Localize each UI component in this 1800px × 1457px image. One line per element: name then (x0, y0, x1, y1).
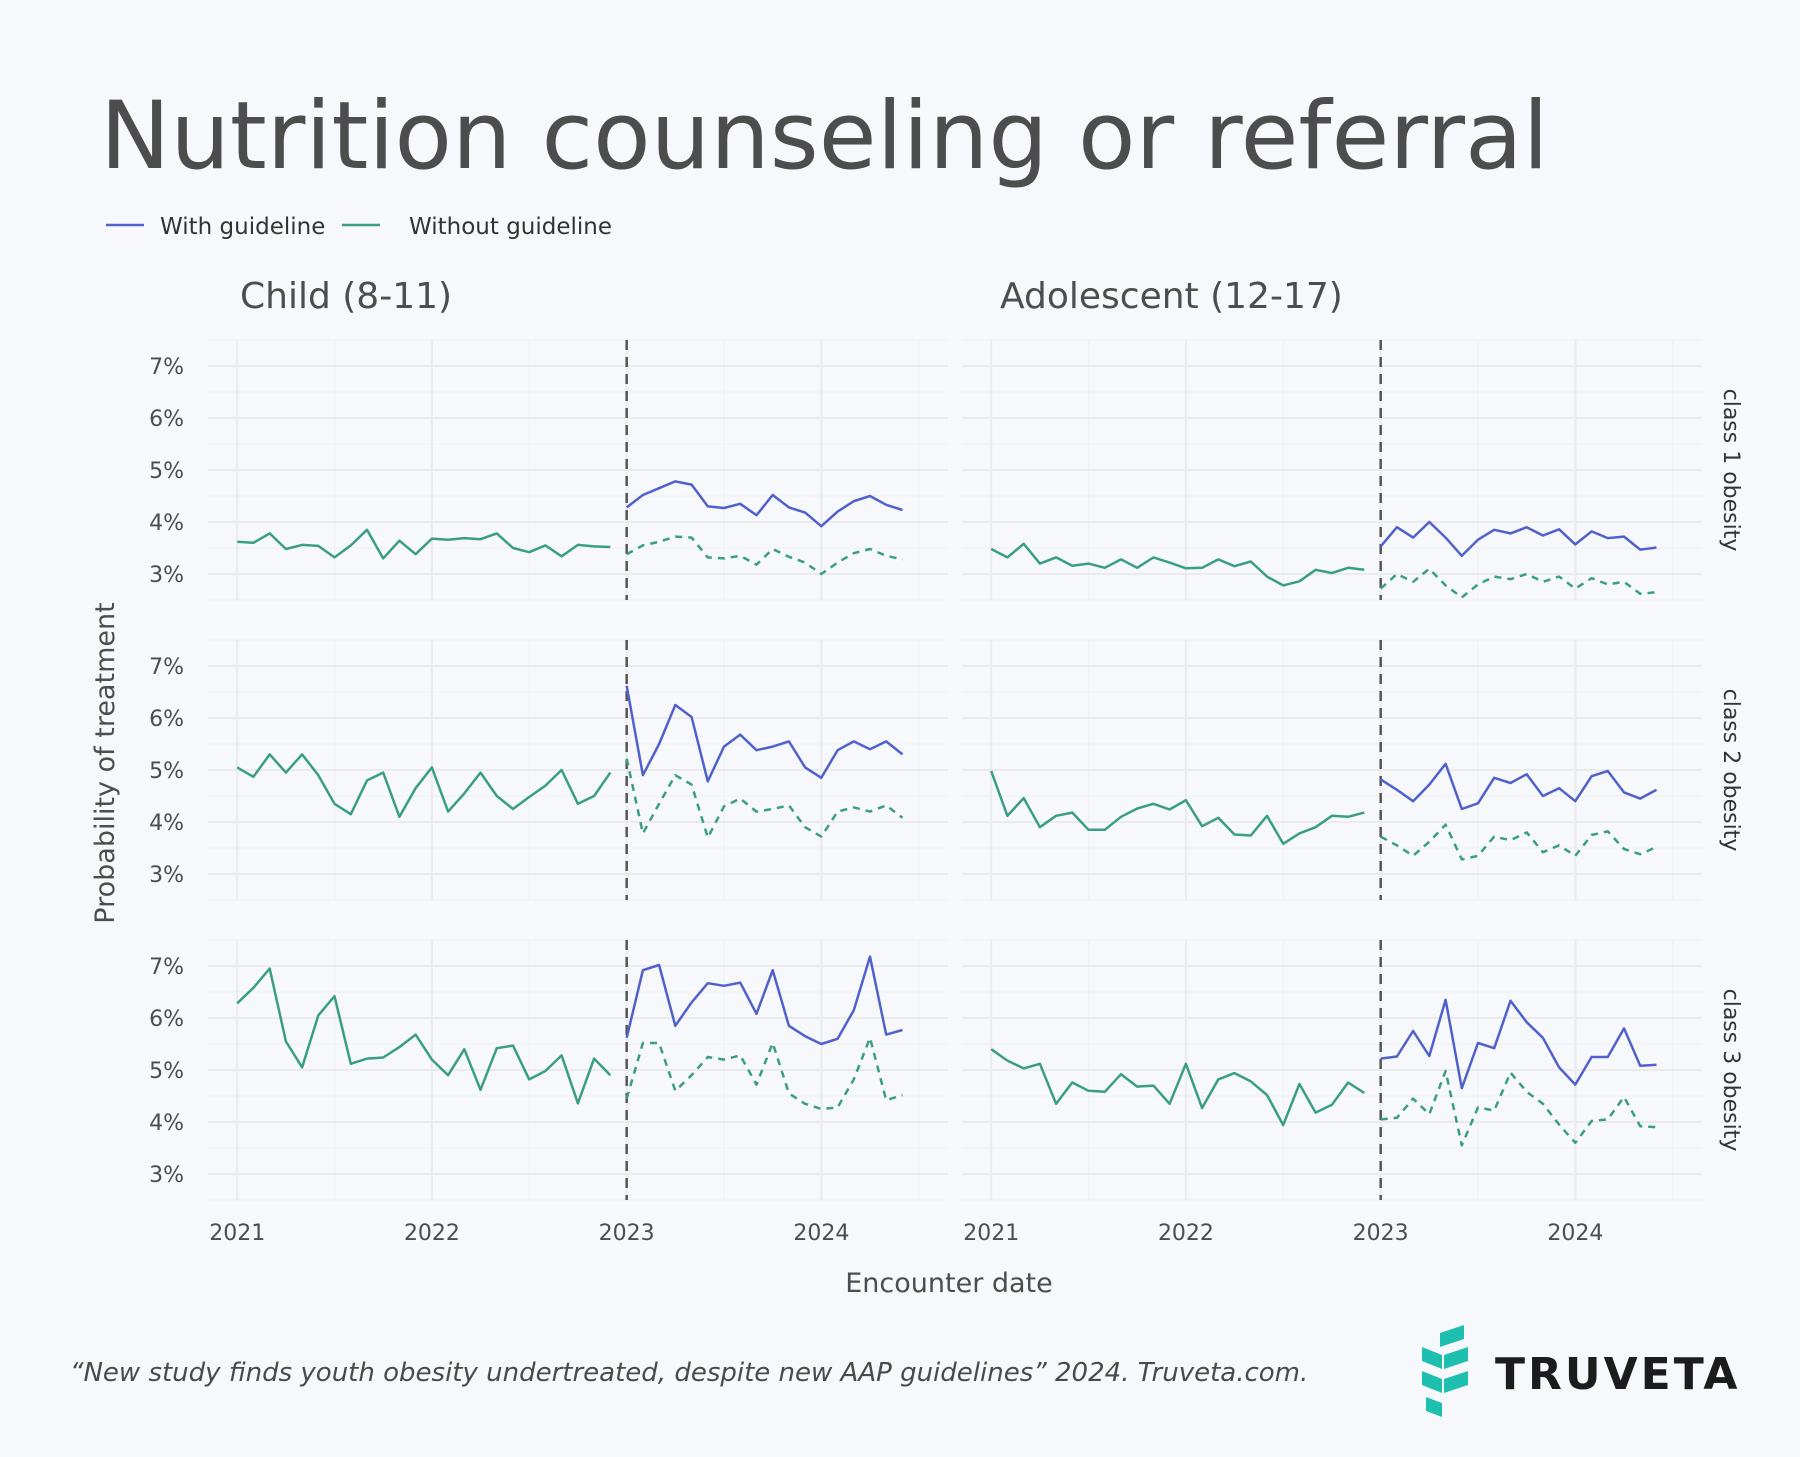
y-axis-title: Probability of treatment (90, 602, 121, 923)
row-strip-label: class 1 obesity (1718, 389, 1743, 552)
series-without-guideline-post (1380, 823, 1658, 861)
legend-with-label: With guideline (160, 214, 325, 240)
y-tick-label: 6% (149, 1007, 184, 1032)
column-strip-child: Child (8-11) (240, 276, 452, 317)
column-strip-adolescent: Adolescent (12-17) (1000, 276, 1343, 317)
series-with-guideline (625, 480, 903, 528)
panel-grid: 3% 4% 5% 6% 7% class 1 obesity 3% 4% 5% 6% 7% class… (149, 339, 1743, 1246)
series-without-guideline-pre (237, 528, 611, 560)
series-with-guideline (625, 685, 904, 783)
truveta-brand: TRUVETA (1420, 1325, 1750, 1420)
panel-3-2: 2021 2022 2023 2024 class 3 obesity (962, 939, 1743, 1246)
series-without-guideline-post (626, 535, 903, 576)
y-tick-label: 4% (149, 1111, 184, 1136)
truveta-chevron-logo-icon (1422, 1325, 1468, 1417)
x-tick-label: 2024 (1547, 1221, 1603, 1246)
panel-1-1: 3% 4% 5% 6% 7% (149, 339, 948, 601)
panel-2-1: 3% 4% 5% 6% 7% (149, 639, 948, 901)
series-with-guideline (625, 955, 903, 1046)
x-tick-label: 2024 (793, 1221, 849, 1246)
series-without-guideline-post (625, 758, 904, 839)
x-tick-label: 2023 (599, 1221, 655, 1246)
y-tick-label: 4% (149, 811, 184, 836)
panel-1-2: class 1 obesity (962, 339, 1743, 601)
y-tick-label: 5% (149, 1059, 184, 1084)
row-strip-label: class 2 obesity (1718, 689, 1743, 852)
series-with-guideline (1380, 998, 1657, 1090)
y-tick-label: 3% (149, 863, 184, 888)
series-without-guideline-pre (236, 753, 612, 819)
series-without-guideline-pre (990, 542, 1365, 587)
row-strip-label: class 3 obesity (1718, 989, 1743, 1152)
y-tick-label: 7% (149, 655, 184, 680)
x-tick-label: 2022 (1158, 1221, 1214, 1246)
y-tick-label: 5% (149, 459, 184, 484)
footer-citation: “New study finds youth obesity undertrea… (70, 1358, 1309, 1388)
x-tick-label: 2022 (404, 1221, 460, 1246)
panel-2-2: class 2 obesity (962, 639, 1743, 901)
series-without-guideline-post (625, 1036, 903, 1111)
y-tick-label: 6% (149, 707, 184, 732)
y-tick-label: 4% (149, 511, 184, 536)
series-without-guideline-pre (236, 967, 612, 1105)
y-tick-label: 5% (149, 759, 184, 784)
series-without-guideline-pre (990, 1048, 1365, 1127)
series-without-guideline-pre (990, 770, 1365, 846)
series-without-guideline-post (1379, 567, 1657, 599)
series-with-guideline (1380, 762, 1658, 811)
chart-title: Nutrition counseling or referral (100, 82, 1549, 191)
x-axis-title: Encounter date (845, 1268, 1053, 1299)
series-with-guideline (1379, 520, 1657, 558)
legend: With guideline Without guideline (106, 214, 612, 240)
brand-name: TRUVETA (1495, 1349, 1741, 1400)
y-tick-label: 7% (149, 355, 184, 380)
x-tick-label: 2021 (963, 1221, 1019, 1246)
y-tick-label: 7% (149, 955, 184, 980)
x-tick-label: 2023 (1353, 1221, 1409, 1246)
x-tick-label: 2021 (209, 1221, 265, 1246)
y-tick-label: 3% (149, 1163, 184, 1188)
y-tick-label: 3% (149, 563, 184, 588)
y-tick-label: 6% (149, 407, 184, 432)
series-without-guideline-post (1380, 1069, 1657, 1147)
legend-without-label: Without guideline (409, 214, 612, 240)
panel-3-1: 3% 4% 5% 6% 7% 2021 2022 2023 2024 (149, 939, 948, 1246)
